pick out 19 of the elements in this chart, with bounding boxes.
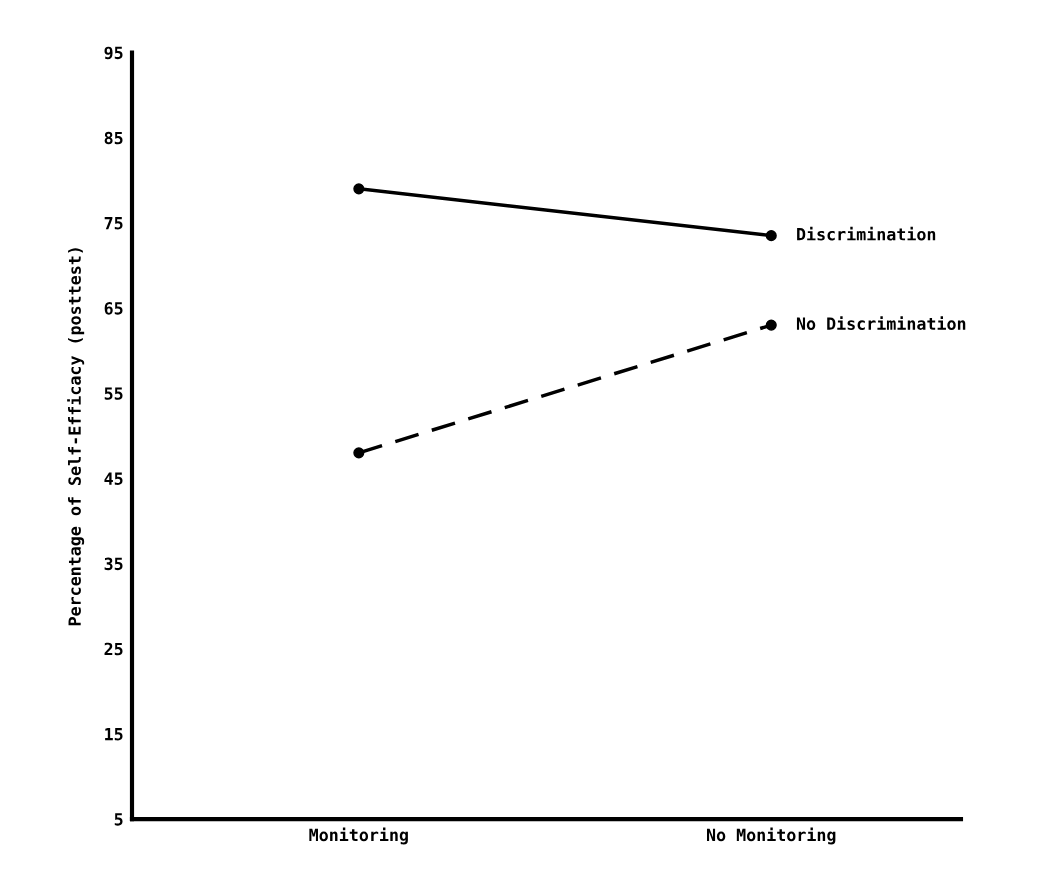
y-tick-label: 65 [104, 302, 123, 315]
y-tick-label: 85 [104, 131, 123, 145]
y-tick-label: 55 [104, 387, 123, 400]
y-tick-label: 45 [104, 472, 123, 485]
point [353, 183, 365, 195]
y-tick-label: 15 [105, 728, 123, 741]
y-tick-label: 35 [104, 557, 123, 571]
x-tick-label: Monitoring [309, 827, 408, 845]
y-tick-label: 5 [114, 813, 123, 826]
point [353, 447, 365, 459]
series-label: Discrimination [797, 226, 936, 241]
y-tick-label: 25 [104, 642, 123, 656]
point [765, 319, 777, 331]
point [765, 230, 777, 242]
y-tick-label: 75 [104, 217, 123, 230]
y-tick-label: 95 [104, 46, 123, 60]
y-axis-title: Percentage of Self-Efficacy (posttest) [67, 248, 85, 626]
series-label: No Discrimination [796, 316, 966, 330]
x-tick-label: No Monitoring [707, 827, 836, 845]
